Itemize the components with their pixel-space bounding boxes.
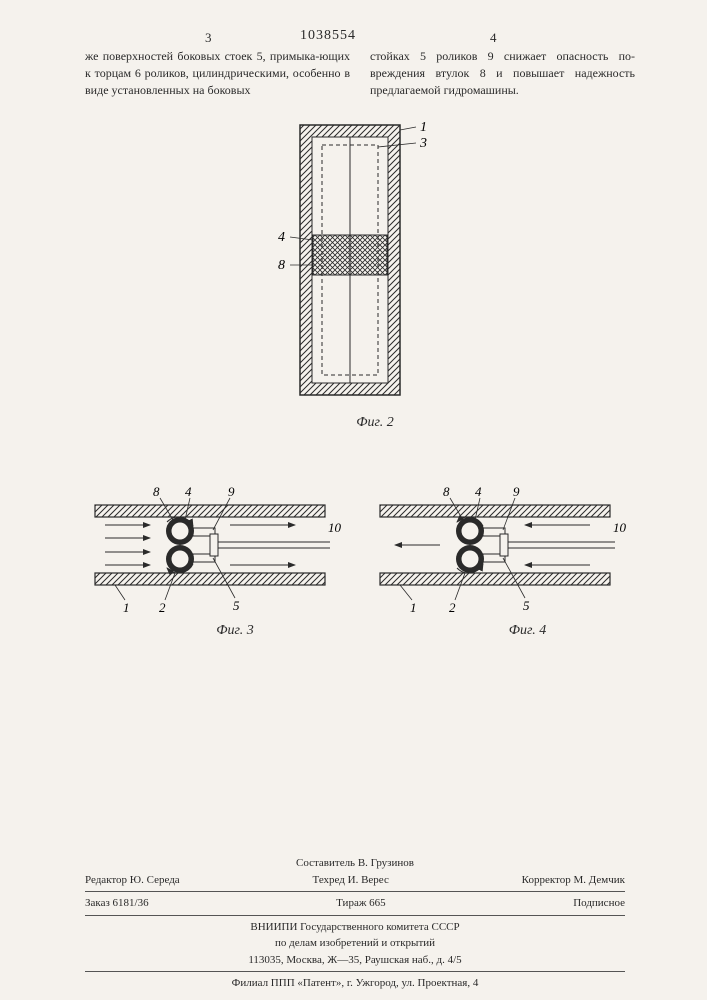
fig4-label: Фиг. 4 [425,623,630,639]
svg-text:1: 1 [123,600,130,615]
subscription: Подписное [573,895,625,912]
divider-3 [85,971,625,972]
fig2-callout-4: 4 [278,230,285,245]
figure-2: 1 3 4 8 Фиг. 2 [260,115,460,431]
svg-text:10: 10 [328,520,342,535]
divider-1 [85,891,625,892]
divider-2 [85,915,625,916]
figure-4: 8 4 9 10 1 2 5 Фиг. 4 [370,480,630,639]
page-number-left: 3 [205,30,212,46]
svg-text:1: 1 [410,600,417,615]
composer-line: Составитель В. Грузинов [85,855,625,872]
fig2-callout-8: 8 [278,258,285,273]
svg-text:8: 8 [153,484,160,499]
svg-text:5: 5 [523,598,530,613]
address1: 113035, Москва, Ж—35, Раушская наб., д. … [85,952,625,969]
org2: по делам изобретений и открытий [85,935,625,952]
svg-text:2: 2 [159,600,166,615]
fig2-callout-3: 3 [419,136,427,151]
fig4-svg: 8 4 9 10 1 2 5 [370,480,630,620]
fig3-label: Фиг. 3 [125,623,345,639]
editor-row: Редактор Ю. Середа Техред И. Верес Корре… [85,872,625,889]
tirage: Тираж 665 [336,895,386,912]
svg-text:2: 2 [449,600,456,615]
svg-text:4: 4 [475,484,482,499]
fig2-callout-1: 1 [420,120,427,135]
editor: Редактор Ю. Середа [85,872,180,889]
techred: Техред И. Верес [313,872,389,889]
svg-text:10: 10 [613,520,627,535]
fig2-svg: 1 3 4 8 [260,115,460,425]
svg-text:9: 9 [513,484,520,499]
fig3-svg: 8 4 9 10 1 2 5 [85,480,345,620]
svg-text:5: 5 [233,598,240,613]
address2: Филиал ППП «Патент», г. Ужгород, ул. Про… [85,975,625,992]
patent-number: 1038554 [300,28,356,44]
figure-3: 8 4 9 10 1 2 5 Фиг. 3 [85,480,345,639]
left-column-text: же поверхностей боковых стоек 5, примыка… [85,48,350,98]
svg-text:8: 8 [443,484,450,499]
svg-text:9: 9 [228,484,235,499]
order-row: Заказ 6181/36 Тираж 665 Подписное [85,895,625,912]
svg-text:4: 4 [185,484,192,499]
corrector: Корректор М. Демчик [522,872,625,889]
page-number-right: 4 [490,30,497,46]
colophon: Составитель В. Грузинов Редактор Ю. Сере… [85,855,625,992]
order: Заказ 6181/36 [85,895,149,912]
org1: ВНИИПИ Государственного комитета СССР [85,919,625,936]
right-column-text: стойках 5 роликов 9 снижает опасность по… [370,48,635,98]
